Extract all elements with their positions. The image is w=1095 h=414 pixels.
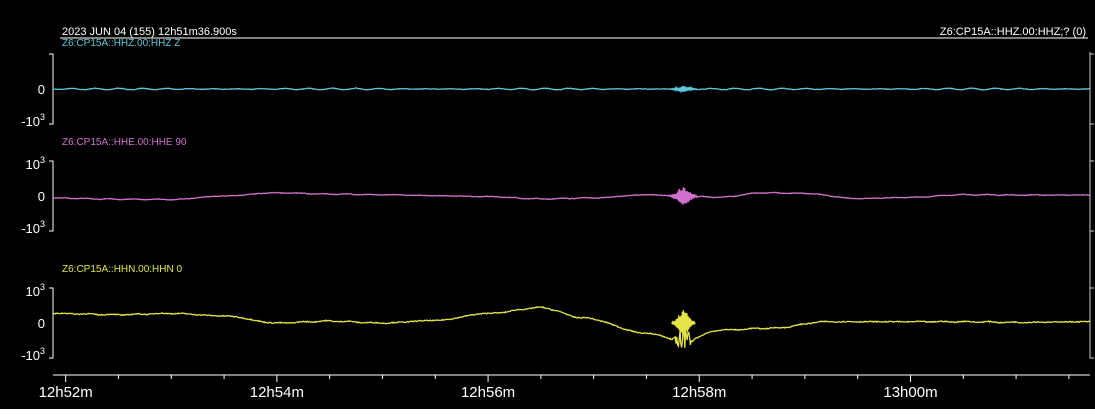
header-stream-id: Z6:CP15A::HHZ.00:HHZ;? (0)	[940, 26, 1086, 38]
waveform-hhe	[52, 188, 1091, 204]
y-tick-label: 103	[26, 155, 45, 172]
channel-label-hhz: Z6:CP15A::HHZ.00:HHZ Z	[62, 38, 180, 49]
y-tick-label: 0	[38, 316, 45, 331]
event-burst-hhz	[669, 85, 698, 93]
y-tick-label: 0	[38, 189, 45, 204]
y-axis-bracket-hhe	[49, 160, 54, 232]
event-burst-hhe	[669, 187, 698, 205]
waveform-hhn	[52, 306, 1091, 348]
x-tick-label: 12h58m	[672, 384, 726, 401]
x-axis-ticks: 12h52m 12h54m 12h56m 12h58m 13h00m	[39, 375, 1070, 401]
event-burst-hhn	[671, 310, 696, 336]
x-tick-label: 13h00m	[883, 384, 937, 401]
header-datetime: 2023 JUN 04 (155) 12h51m36.900s	[62, 26, 237, 38]
y-axis-bracket-hhn	[49, 287, 54, 359]
y-tick-label: -103	[21, 219, 45, 236]
right-bracket-hhn	[1089, 287, 1094, 359]
y-tick-label: -103	[21, 112, 45, 129]
x-tick-label: 12h52m	[39, 384, 93, 401]
channel-label-hhe: Z6:CP15A::HHE.00:HHE 90	[62, 137, 187, 148]
y-tick-label: 0	[38, 82, 45, 97]
trace-panel-hhz: Z6:CP15A::HHZ.00:HHZ Z0-103	[21, 38, 1094, 129]
right-bracket-hhe	[1089, 160, 1094, 232]
trace-panels: Z6:CP15A::HHZ.00:HHZ Z0-103Z6:CP15A::HHE…	[21, 38, 1094, 363]
channel-label-hhn: Z6:CP15A::HHN.00:HHN 0	[62, 264, 182, 275]
right-bracket-hhz	[1089, 53, 1094, 125]
waveform-hhz	[52, 85, 1091, 94]
y-tick-label: -103	[21, 346, 45, 363]
x-tick-label: 12h54m	[250, 384, 304, 401]
x-tick-label: 12h56m	[461, 384, 515, 401]
y-tick-label: 103	[26, 282, 45, 299]
